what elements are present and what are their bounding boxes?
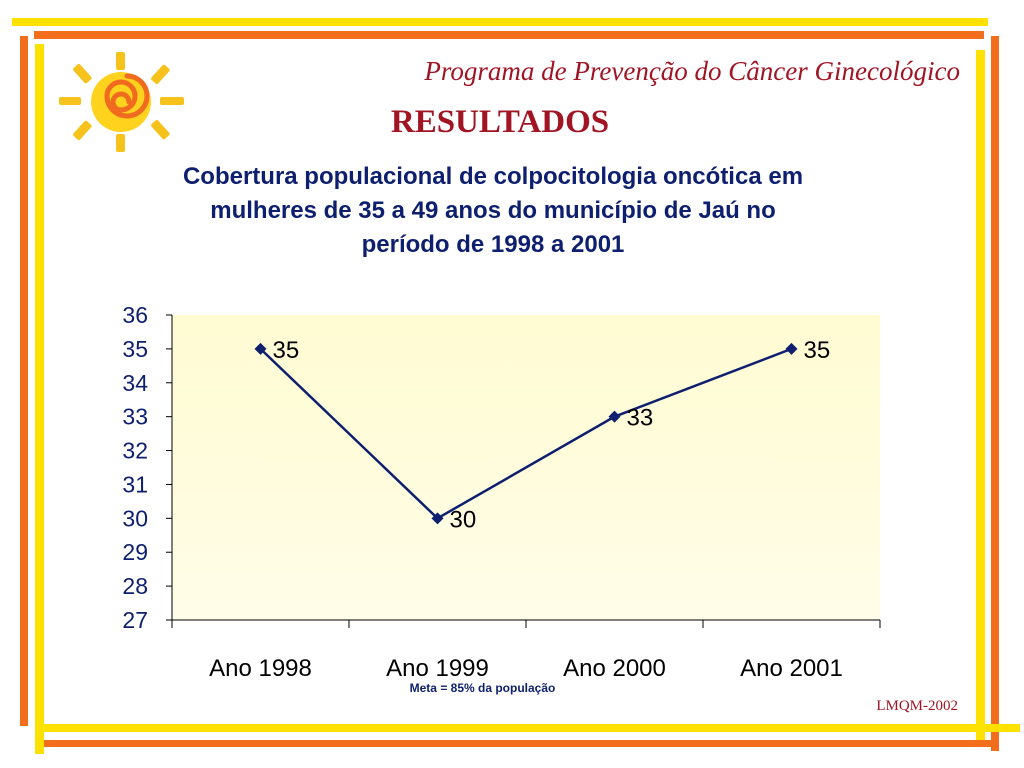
- data-label: 30: [450, 506, 477, 533]
- x-tick-label: Ano 2000: [563, 655, 666, 682]
- y-tick-label: 32: [122, 438, 148, 464]
- sun-spiral-icon: [59, 52, 184, 152]
- frame-right-orange: [991, 36, 999, 751]
- frame-top-orange: [34, 31, 984, 39]
- frame-top-yellow: [12, 18, 988, 26]
- data-label: 35: [273, 337, 300, 364]
- series-line: [259, 347, 792, 520]
- y-tick-label: 30: [122, 505, 148, 531]
- y-tick-label: 29: [122, 539, 148, 565]
- y-tick-label: 35: [122, 336, 148, 362]
- x-tick-label: Ano 1999: [386, 655, 489, 682]
- goal-note: Meta = 85% da população: [409, 681, 556, 695]
- footer-credit: LMQM-2002: [876, 698, 958, 714]
- frame-right-yellow: [976, 50, 985, 740]
- x-tick-label: Ano 1998: [209, 655, 312, 682]
- data-point-marker: [608, 410, 621, 423]
- data-label: 33: [627, 405, 654, 432]
- y-tick-label: 36: [122, 302, 148, 328]
- frame-left-orange: [20, 36, 28, 726]
- section-title: RESULTADOS: [390, 104, 610, 140]
- x-tick-label: Ano 2001: [740, 655, 843, 682]
- data-point-marker: [254, 342, 267, 355]
- frame-left-yellow: [35, 44, 44, 754]
- chart-title: Cobertura populacional de colpocitologia…: [182, 163, 804, 258]
- y-tick-label: 34: [122, 370, 148, 396]
- frame-bottom-yellow: [44, 724, 1020, 732]
- data-label: 35: [804, 337, 831, 364]
- data-point-marker: [785, 342, 798, 355]
- data-point-marker: [431, 512, 444, 525]
- y-tick-label: 33: [122, 404, 148, 430]
- y-tick-label: 31: [122, 471, 148, 497]
- frame-bottom-orange: [44, 740, 992, 747]
- y-tick-label: 27: [122, 607, 148, 633]
- y-tick-label: 28: [122, 573, 148, 599]
- program-title: Programa de Prevenção do Câncer Ginecoló…: [424, 56, 960, 86]
